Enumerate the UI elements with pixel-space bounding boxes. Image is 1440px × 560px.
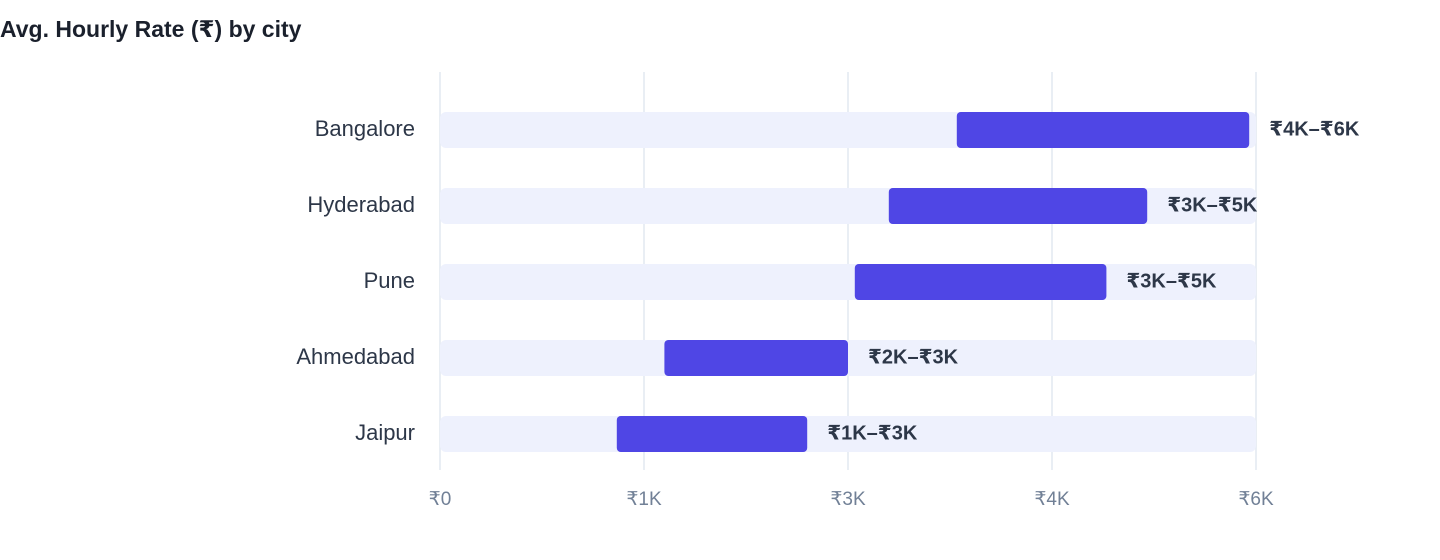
value-label: ₹1K–₹3K [827,422,918,444]
bar [956,112,1250,148]
y-tick-label: Ahmedabad [296,344,415,369]
bar [888,188,1148,224]
value-label: ₹4K–₹6K [1269,118,1360,140]
y-tick-label: Bangalore [315,116,415,141]
x-tick-label: ₹3K [830,489,866,510]
value-label: ₹3K–₹5K [1126,270,1217,292]
bar [664,340,848,376]
x-tick-label: ₹6K [1238,489,1274,510]
y-tick-label: Hyderabad [307,192,415,217]
x-tick-label: ₹0 [429,489,452,510]
value-label: ₹3K–₹5K [1167,194,1258,216]
bar [616,416,808,452]
chart-title: Avg. Hourly Rate (₹) by city [0,16,302,42]
y-tick-label: Jaipur [355,420,415,445]
value-label: ₹2K–₹3K [868,346,959,368]
y-tick-label: Pune [364,268,415,293]
bar [854,264,1107,300]
x-tick-label: ₹1K [626,489,662,510]
x-tick-label: ₹4K [1034,489,1070,510]
